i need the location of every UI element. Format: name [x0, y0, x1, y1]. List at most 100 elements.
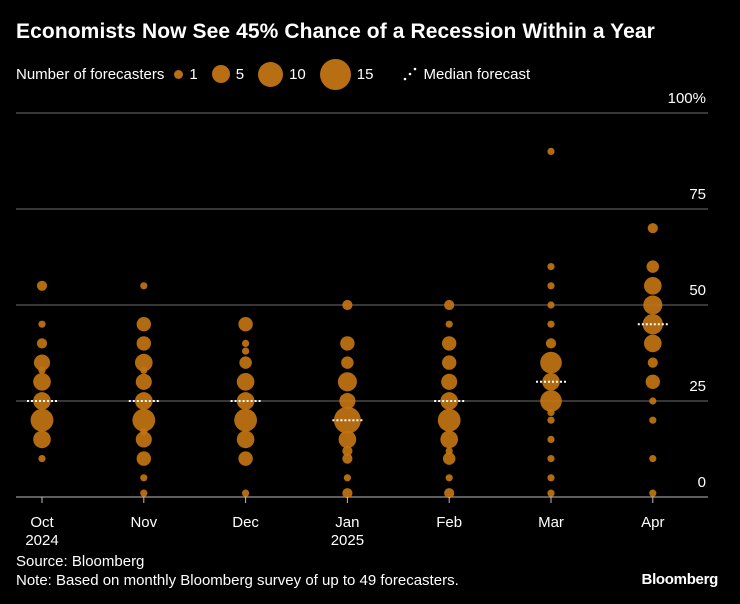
bubble-point: [33, 392, 51, 410]
bubble-point: [545, 338, 557, 349]
bubble-point: [542, 372, 560, 391]
y-tick-label: 75: [689, 186, 706, 203]
bubble-point: [140, 282, 148, 290]
bubble-point: [30, 408, 54, 432]
bubble-point: [642, 314, 663, 335]
legend-median-label: Median forecast: [423, 65, 531, 83]
x-tick-label: Feb: [436, 514, 462, 531]
bubble-point: [136, 451, 151, 466]
bubble-point: [547, 435, 555, 443]
bubble-point: [547, 489, 555, 497]
bubble-point: [649, 416, 657, 424]
bubble-point: [132, 408, 156, 432]
bubble-point: [342, 299, 353, 311]
bubble-point: [547, 416, 555, 424]
legend-size-title: Number of forecasters: [16, 65, 165, 83]
bubble-point: [445, 474, 453, 482]
bubble-point: [645, 374, 660, 389]
bubble-point: [140, 428, 148, 436]
source-text: Source: Bloomberg: [16, 553, 145, 570]
bubble-point: [236, 392, 255, 410]
bubble-point: [134, 392, 153, 410]
x-tick-label: Mar: [538, 514, 564, 531]
x-tick-label: Jan: [335, 514, 359, 531]
bubble-point: [649, 489, 657, 497]
legend-label-5: 5: [235, 65, 245, 83]
bubble-point: [649, 397, 657, 405]
bubble-point: [36, 338, 48, 349]
bubble-point: [238, 451, 253, 466]
legend-label-10: 10: [289, 65, 306, 83]
bubble-point: [647, 357, 658, 368]
bubble-point: [540, 390, 562, 412]
bubble-point: [444, 488, 455, 499]
bubble-point: [242, 489, 250, 497]
legend-label-15: 15: [356, 65, 374, 83]
bubble-point: [442, 452, 456, 465]
legend-median-icon: [404, 67, 417, 81]
bubble-point: [136, 336, 151, 351]
bubble-point: [647, 223, 658, 234]
bubble-point: [440, 392, 459, 410]
legend-label-1: 1: [189, 65, 198, 83]
gridlines: 0 25 50 75 100%: [16, 90, 708, 498]
bubble-point: [547, 408, 555, 417]
bubble-point: [445, 447, 453, 455]
bubble-point: [445, 320, 453, 328]
y-tick-label: 0: [698, 474, 706, 491]
bubble-point: [38, 320, 46, 328]
x-tick-label: Nov: [130, 514, 157, 531]
bubble-point: [33, 354, 51, 371]
bubble-point: [643, 295, 663, 315]
bubble-point: [442, 336, 457, 351]
bubble-point: [242, 339, 250, 347]
y-tick-label: 50: [689, 282, 706, 299]
bubble-point: [646, 260, 660, 273]
legend-bubble-1: [174, 69, 184, 79]
median-markers: [27, 323, 668, 422]
bubble-point: [333, 406, 361, 434]
legend-bubble-5: [211, 65, 230, 83]
bubble-point: [442, 355, 457, 370]
bubble-point: [33, 430, 51, 449]
bubble-point: [135, 431, 152, 448]
bubble-point: [140, 489, 148, 497]
bubble-point: [547, 282, 555, 290]
bubble-point: [38, 366, 46, 374]
x-tick-label: Oct: [30, 514, 54, 531]
note-text: Note: Based on monthly Bloomberg survey …: [16, 572, 459, 589]
bubble-point: [343, 474, 351, 482]
bubble-point: [341, 356, 354, 369]
bubble-point: [242, 347, 250, 355]
chart-legend: Number of forecasters 1 5 10 15 Median f…: [16, 58, 531, 90]
bubble-point: [342, 488, 353, 499]
bubble-point: [135, 373, 152, 390]
bubble-point: [140, 474, 148, 482]
bubble-point: [339, 392, 356, 410]
bubble-point: [547, 455, 555, 463]
bubble-point: [649, 455, 657, 463]
bubble-point: [547, 301, 555, 309]
legend-bubble-15: [319, 58, 351, 90]
bubble-point: [547, 263, 555, 271]
bubble-point: [36, 280, 48, 291]
bubble-point: [437, 408, 461, 432]
bubble-point: [440, 430, 459, 449]
bubble-point: [136, 317, 151, 332]
x-tick-sublabel: 2024: [25, 532, 58, 549]
bubble-point: [338, 430, 357, 449]
bloomberg-logo: Bloomberg: [641, 571, 719, 588]
bubbles: [30, 147, 663, 499]
bubble-point: [643, 334, 662, 353]
chart-title: Economists Now See 45% Chance of a Reces…: [16, 20, 655, 43]
bubble-point: [342, 445, 353, 457]
bubble-point: [234, 408, 257, 432]
bubble-point: [134, 353, 153, 372]
bubble-point: [337, 372, 357, 392]
bubble-point: [342, 453, 353, 464]
x-tick-label: Dec: [232, 514, 259, 531]
legend-bubble-10: [258, 61, 284, 87]
bubble-point: [643, 276, 662, 295]
bubble-point: [547, 147, 555, 155]
